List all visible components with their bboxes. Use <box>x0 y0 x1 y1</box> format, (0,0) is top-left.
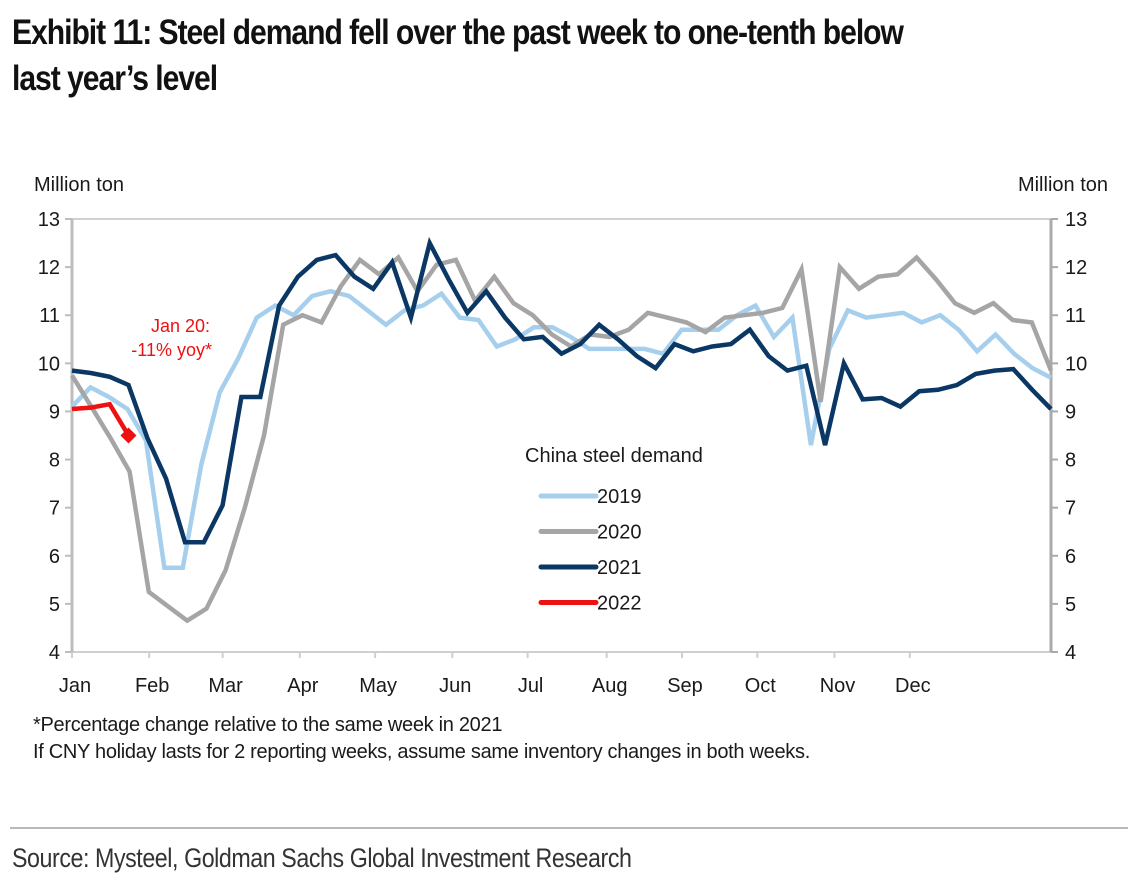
right-y-tick-label: 8 <box>1065 450 1076 472</box>
line-chart: 4 4 5 5 6 6 7 7 8 8 9 9 10 10 11 11 12 12 13 13 Jan Feb Mar Apr… <box>38 209 1088 697</box>
left-y-tick-label: 8 <box>49 450 60 472</box>
annotation-text-yoy: -11% yoy* <box>131 340 212 360</box>
x-tick-label-jun: Jun <box>439 675 471 697</box>
series-line-2021 <box>71 236 1053 545</box>
series-line-2020 <box>70 253 1054 624</box>
legend-label-2019: 2019 <box>597 486 642 508</box>
footnote-cny: If CNY holiday lasts for 2 reporting wee… <box>33 741 810 763</box>
x-tick-label-feb: Feb <box>135 675 169 697</box>
annotation-text-date: Jan 20: <box>151 316 210 336</box>
legend: China steel demand 2019 2020 2021 2022 <box>525 445 703 615</box>
series-line-2019 <box>70 288 1053 571</box>
axes: 4 4 5 5 6 6 7 7 8 8 9 9 10 10 11 11 12 12 13 13 Jan Feb Mar Apr… <box>38 209 1088 697</box>
source-note: Source: Mysteel, Goldman Sachs Global In… <box>12 843 632 873</box>
right-y-tick-label: 7 <box>1065 498 1076 520</box>
left-y-tick-label: 7 <box>49 498 60 520</box>
chart-title-line-2: last year’s level <box>12 59 218 98</box>
x-tick-label-jul: Jul <box>518 675 544 697</box>
annotations: Jan 20: -11% yoy* <box>120 316 212 444</box>
left-y-tick-label: 5 <box>49 594 60 616</box>
chart-title: Exhibit 11: Steel demand fell over the p… <box>12 10 984 102</box>
left-y-tick-label: 11 <box>39 305 60 327</box>
left-y-tick-label: 6 <box>49 546 60 568</box>
left-y-tick-label: 10 <box>38 353 60 375</box>
right-axis-unit-label: Million ton <box>1017 174 1108 196</box>
series-lines <box>70 236 1054 624</box>
series-line-2022 <box>71 401 131 437</box>
x-tick-label-dec: Dec <box>895 675 931 697</box>
annotation-diamond-marker <box>120 427 137 444</box>
x-tick-label-may: May <box>359 675 397 697</box>
legend-label-2021: 2021 <box>597 557 642 579</box>
legend-title: China steel demand <box>525 445 703 467</box>
footnotes: *Percentage change relative to the same … <box>33 712 810 766</box>
footnote-yoy: *Percentage change relative to the same … <box>33 714 503 736</box>
x-tick-label-jan: Jan <box>59 675 91 697</box>
x-tick-label-aug: Aug <box>592 675 628 697</box>
right-y-tick-label: 10 <box>1065 353 1087 375</box>
right-y-tick-label: 11 <box>1065 305 1086 327</box>
x-tick-label-nov: Nov <box>820 675 856 697</box>
x-tick-label-sep: Sep <box>667 675 703 697</box>
x-tick-label-mar: Mar <box>208 675 243 697</box>
right-y-tick-label: 12 <box>1065 257 1087 279</box>
right-y-tick-label: 4 <box>1065 642 1076 664</box>
legend-label-2022: 2022 <box>597 593 642 615</box>
left-y-tick-label: 12 <box>38 257 60 279</box>
legend-label-2020: 2020 <box>597 522 642 544</box>
left-y-tick-label: 4 <box>49 642 60 664</box>
left-y-tick-label: 9 <box>49 401 60 423</box>
left-axis-unit-label: Million ton <box>34 174 125 196</box>
right-y-tick-label: 13 <box>1065 209 1087 231</box>
chart-title-line-1: Exhibit 11: Steel demand fell over the p… <box>12 13 904 52</box>
right-y-tick-label: 9 <box>1065 401 1076 423</box>
right-y-tick-label: 5 <box>1065 594 1076 616</box>
left-y-tick-label: 13 <box>38 209 60 231</box>
x-tick-label-apr: Apr <box>287 675 318 697</box>
right-y-tick-label: 6 <box>1065 546 1076 568</box>
x-tick-label-oct: Oct <box>745 675 777 697</box>
divider <box>10 827 1128 829</box>
